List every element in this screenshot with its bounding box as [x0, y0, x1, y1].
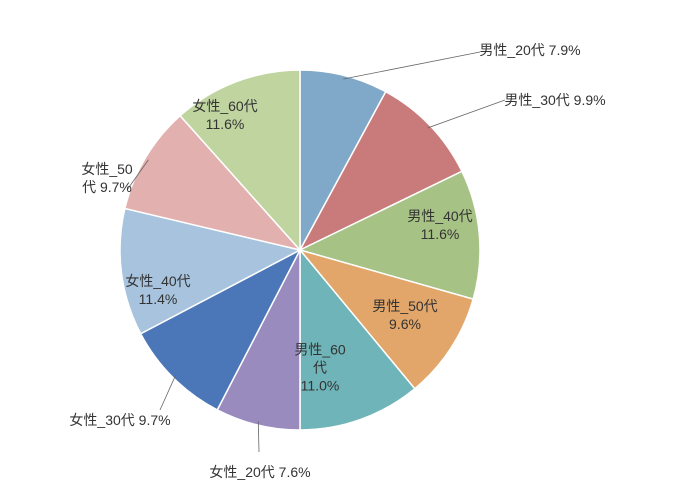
pie-chart: 男性_20代 7.9% 男性_30代 9.9% 男性_40代11.6% 男性_50代9… [0, 0, 680, 500]
leader-line [160, 375, 176, 410]
slice-label-9: 女性_60代11.6% [192, 97, 257, 133]
slice-label-2: 男性_40代11.6% [407, 207, 472, 243]
slice-label-4: 男性_60代11.0% [294, 341, 345, 396]
slice-label-6: 女性_30代 9.7% [69, 411, 170, 429]
leader-line [427, 100, 505, 128]
slice-label-8: 女性_50代 9.7% [81, 160, 132, 196]
slice-label-0: 男性_20代 7.9% [479, 41, 580, 59]
slice-label-7: 女性_40代11.4% [125, 272, 190, 308]
slice-label-1: 男性_30代 9.9% [504, 91, 605, 109]
slice-label-5: 女性_20代 7.6% [209, 463, 310, 481]
slice-label-3: 男性_50代9.6% [372, 297, 437, 333]
leader-line [343, 52, 480, 79]
